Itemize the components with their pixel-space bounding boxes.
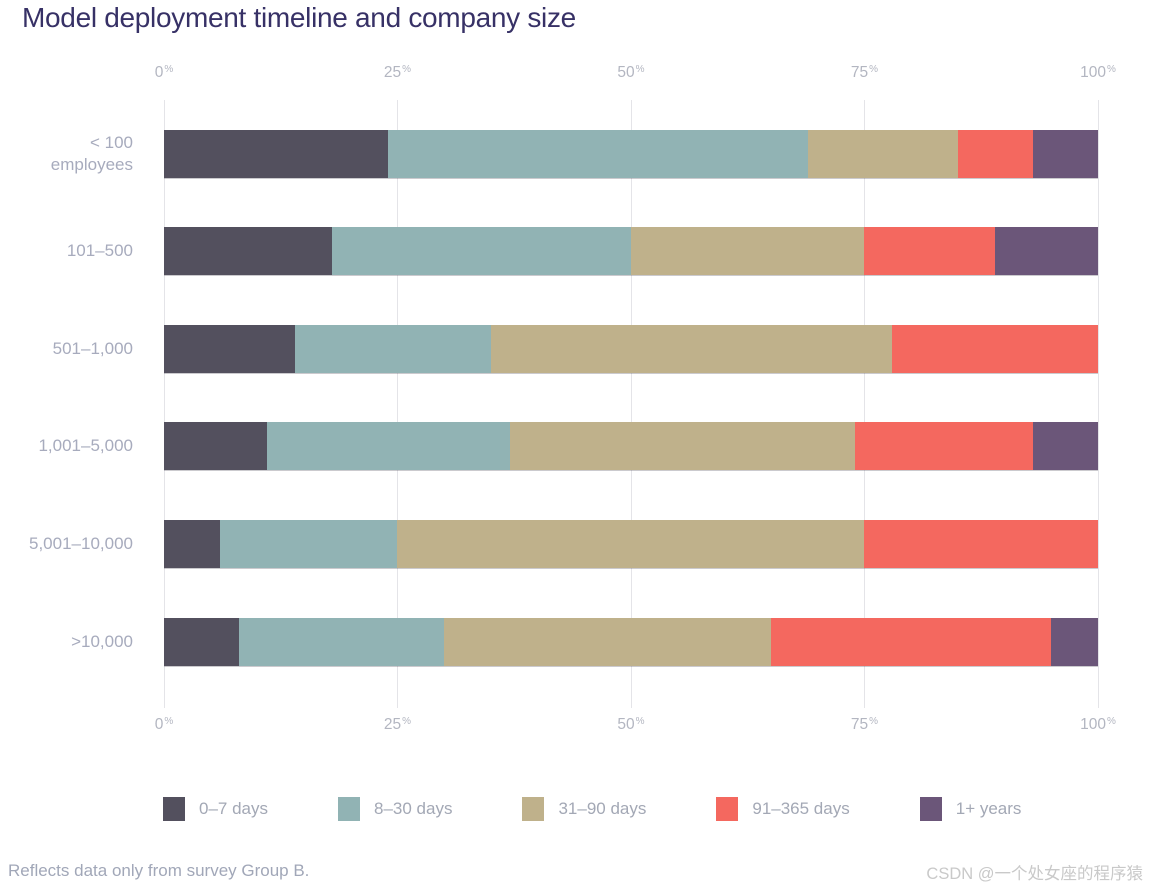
bar-segment xyxy=(630,227,865,276)
bar-segment xyxy=(1051,617,1098,666)
x-tick-label-bottom: 50% xyxy=(617,716,645,733)
chart-title: Model deployment timeline and company si… xyxy=(22,2,576,33)
bar-segment xyxy=(808,129,958,178)
legend-label: 8–30 days xyxy=(374,799,453,818)
bar-segment xyxy=(864,227,996,276)
legend-swatch xyxy=(522,797,545,821)
legend-item: 1+ years xyxy=(919,797,1022,821)
x-axis-top: 0% 25% 50% 75% 100% xyxy=(155,64,1116,88)
bar-segment xyxy=(388,129,809,178)
legend: 0–7 days 8–30 days 31–90 days 91–365 days 1+… xyxy=(163,797,1021,821)
bar-segment xyxy=(509,422,856,471)
gridline xyxy=(163,100,165,708)
bar-segment xyxy=(855,422,1033,471)
category-label: < 100 employees xyxy=(50,132,133,174)
gridline xyxy=(864,100,865,708)
category-label: 501–1,000 xyxy=(52,338,133,358)
bar-segment xyxy=(892,324,1098,373)
bar-segment xyxy=(864,519,1098,568)
category-label: 101–500 xyxy=(66,241,133,261)
bar-segment xyxy=(164,422,267,471)
gridline xyxy=(630,100,632,708)
bar-segment xyxy=(164,324,295,373)
x-tick-label-top: 100% xyxy=(1080,64,1116,81)
legend-item: 91–365 days xyxy=(716,797,850,821)
category-label: >10,000 xyxy=(71,631,133,651)
bar-segment xyxy=(294,324,491,373)
bar-segment xyxy=(220,519,398,568)
category-label: 1,001–5,000 xyxy=(38,436,133,456)
legend-swatch xyxy=(338,797,360,821)
legend-swatch xyxy=(163,797,185,821)
bar-segment xyxy=(957,129,1033,178)
legend-item: 0–7 days xyxy=(163,797,268,821)
bar-row xyxy=(164,617,1098,666)
bar-segment xyxy=(164,617,239,666)
bar-row xyxy=(164,422,1098,471)
category-label: 5,001–10,000 xyxy=(29,533,133,553)
legend-label: 91–365 days xyxy=(752,799,850,818)
bar-segment xyxy=(995,227,1098,276)
x-tick-label-top: 25% xyxy=(383,64,412,81)
x-tick-label-top: 75% xyxy=(850,64,879,81)
bar-segment xyxy=(238,617,445,666)
bar-segment xyxy=(1032,422,1098,471)
bar-row xyxy=(164,324,1098,373)
x-tick-label-bottom: 100% xyxy=(1080,716,1116,733)
gridline xyxy=(397,100,398,708)
bar-segment xyxy=(266,422,510,471)
bar-row xyxy=(164,227,1098,276)
x-tick-label-bottom: 25% xyxy=(383,716,412,733)
bar-segment xyxy=(164,519,221,568)
x-tick-label-top: 50% xyxy=(617,64,645,81)
watermark: CSDN @一个处女座的程序猿 xyxy=(926,865,1143,883)
bar-row xyxy=(164,519,1098,568)
bar-segment xyxy=(164,129,389,178)
bar-segment xyxy=(444,617,772,666)
x-tick-label-top: 0% xyxy=(154,64,174,81)
bar-segment xyxy=(332,227,631,276)
footnote: Reflects data only from survey Group B. xyxy=(8,861,310,880)
x-axis-bottom: 0% 25% 50% 75% 100% xyxy=(155,716,1116,740)
bar-row xyxy=(164,129,1098,178)
bar-segment xyxy=(490,324,893,373)
bar-segment xyxy=(164,227,333,276)
bar-segment xyxy=(771,617,1052,666)
bar-segment xyxy=(397,519,865,568)
legend-label: 31–90 days xyxy=(558,799,647,818)
plot-area xyxy=(163,100,1099,708)
bar-segment xyxy=(1032,129,1098,178)
gridline xyxy=(1097,100,1099,708)
legend-swatch xyxy=(716,797,739,821)
x-tick-label-bottom: 75% xyxy=(850,716,879,733)
legend-swatch xyxy=(919,797,942,821)
legend-label: 1+ years xyxy=(955,799,1022,818)
legend-label: 0–7 days xyxy=(199,799,268,818)
legend-item: 8–30 days xyxy=(338,797,452,821)
x-tick-label-bottom: 0% xyxy=(154,716,174,733)
legend-item: 31–90 days xyxy=(522,797,646,821)
